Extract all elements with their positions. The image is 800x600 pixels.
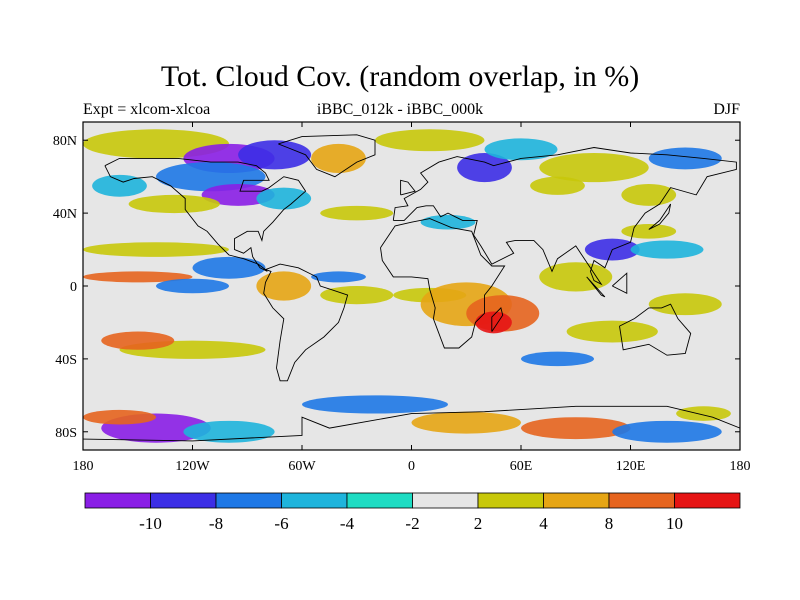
colorbar-swatch xyxy=(608,492,675,509)
cloud-anomaly-patch xyxy=(648,293,722,316)
colorbar: -10 -8 -6 -4 -2 2 4 8 10 xyxy=(84,492,741,533)
cloud-anomaly-patch xyxy=(83,242,229,257)
colorbar-label: -8 xyxy=(209,514,223,533)
cloud-anomaly-patch xyxy=(521,417,631,440)
cloud-anomaly-patch xyxy=(83,271,193,283)
cloud-anomaly-patch xyxy=(621,183,677,206)
coastline xyxy=(648,203,672,230)
experiment-label: Expt = xlcom-xlcoa xyxy=(83,101,211,118)
cloud-anomaly-patch xyxy=(320,205,394,221)
cloud-anomaly-patch xyxy=(128,194,220,214)
colorbar-swatch xyxy=(674,492,741,509)
cloud-anomaly-patch xyxy=(630,240,704,259)
cloud-anomaly-patch xyxy=(311,271,366,283)
coastline xyxy=(586,276,606,298)
cloud-anomaly-patch xyxy=(156,278,229,294)
cloud-anomaly-patch xyxy=(256,187,312,210)
cloud-anomaly-patch xyxy=(411,411,521,434)
colorbar-swatch xyxy=(543,492,610,509)
coastline xyxy=(400,179,416,196)
coastline xyxy=(83,405,740,442)
cloud-anomaly-patch xyxy=(621,224,677,239)
colorbar-swatch xyxy=(346,492,413,509)
colorbar-swatch xyxy=(281,492,348,509)
coastline xyxy=(491,307,504,332)
x-tick-label: 120E xyxy=(616,459,646,474)
cloud-anomaly-patch xyxy=(612,420,722,443)
cloud-anomaly-patch xyxy=(183,420,275,443)
colorbar-swatch xyxy=(477,492,544,509)
y-tick-label: 80N xyxy=(53,134,77,149)
season-label: DJF xyxy=(713,101,740,118)
colorbar-label: -6 xyxy=(274,514,288,533)
x-tick-label: 180 xyxy=(73,459,94,474)
colorbar-label: 4 xyxy=(539,514,548,533)
cloud-anomaly-patch xyxy=(521,351,594,367)
colorbar-label: -10 xyxy=(139,514,162,533)
cloud-anomaly-patch xyxy=(539,152,649,183)
colorbar-swatch xyxy=(84,492,151,509)
cloud-anomaly-patch xyxy=(457,152,512,183)
cloud-anomaly-patch xyxy=(192,256,266,279)
coastline xyxy=(612,272,628,295)
y-tick-label: 40S xyxy=(55,353,77,368)
cloud-anomaly-patch xyxy=(238,140,312,170)
colorbar-label: 2 xyxy=(474,514,483,533)
x-tick-label: 180 xyxy=(730,459,751,474)
y-tick-label: 80S xyxy=(55,426,77,441)
cloud-anomaly-patch xyxy=(83,409,156,425)
colorbar-label: -4 xyxy=(340,514,355,533)
coastline xyxy=(380,218,506,349)
colorbar-label: -2 xyxy=(405,514,419,533)
cloud-anomaly-patch xyxy=(375,129,485,152)
x-tick-label: 60W xyxy=(288,459,316,474)
y-tick-label: 40N xyxy=(53,207,77,222)
cloud-anomaly-patch xyxy=(530,176,585,195)
colorbar-swatch xyxy=(412,492,479,509)
colorbar-label: 8 xyxy=(605,514,614,533)
coastline xyxy=(104,157,307,272)
cloud-anomaly-patch xyxy=(420,214,476,230)
cloud-anomaly-patch xyxy=(302,395,448,414)
map-title: Tot. Cloud Cov. (random overlap, in %) xyxy=(160,60,640,93)
cloud-anomaly-patch xyxy=(201,183,275,206)
cloud-anomaly-patch xyxy=(566,320,658,343)
cloud-anomaly-patch xyxy=(539,262,613,292)
coastline xyxy=(278,134,376,178)
cloud-anomaly-patch xyxy=(475,311,512,334)
cloud-anomaly-patch xyxy=(484,138,558,161)
cloud-anomaly-patch xyxy=(311,143,366,174)
x-tick-label: 60E xyxy=(510,459,533,474)
cloud-anomaly-patch xyxy=(101,331,175,350)
map-plot-area xyxy=(83,122,740,450)
colorbar-swatch xyxy=(215,492,282,509)
map-axes: 180 120W 60W 0 60E 120E 180 80N 40N 0 40S 80S xyxy=(53,122,751,474)
colorbar-label: 10 xyxy=(666,514,683,533)
cloud-anomaly-patch xyxy=(256,271,312,301)
coastline xyxy=(619,303,692,356)
cloud-anomaly-patch xyxy=(320,286,394,305)
cloud-anomaly-patch xyxy=(676,406,731,421)
cloud-anomaly-patch xyxy=(92,174,147,197)
x-tick-label: 120W xyxy=(175,459,210,474)
coastline xyxy=(392,147,737,286)
colorbar-swatch xyxy=(150,492,217,509)
y-tick-label: 0 xyxy=(70,280,77,295)
cloud-anomaly-patch xyxy=(648,147,722,170)
comparison-label: iBBC_012k - iBBC_000k xyxy=(316,101,484,118)
coastline xyxy=(263,263,349,382)
x-tick-label: 0 xyxy=(408,459,415,474)
